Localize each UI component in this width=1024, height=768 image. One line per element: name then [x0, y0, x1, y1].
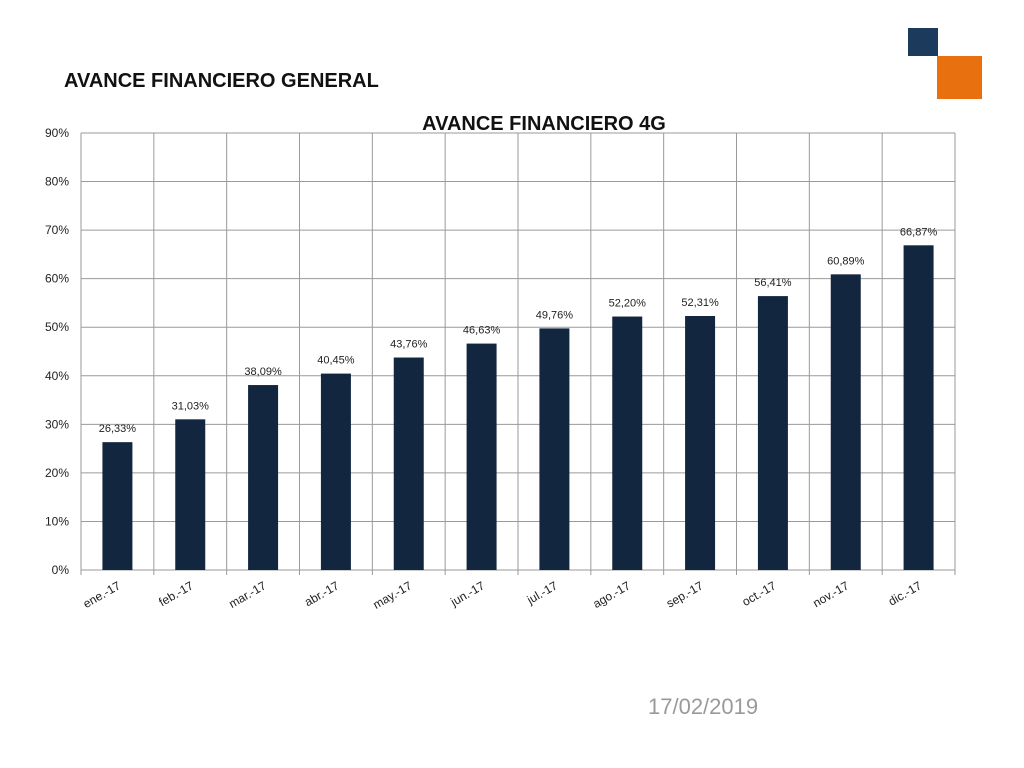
data-label: 38,09% [244, 366, 282, 378]
y-tick-label: 0% [52, 563, 70, 577]
data-label: 40,45% [317, 355, 355, 367]
x-tick-label: feb.-17 [156, 578, 196, 609]
date-stamp: 17/02/2019 [648, 694, 759, 719]
data-label: 26,33% [99, 423, 137, 435]
bar [175, 419, 206, 570]
x-tick-label: oct.-17 [740, 578, 779, 609]
x-tick-label: may.-17 [370, 578, 414, 612]
bar [830, 274, 861, 570]
bar [612, 316, 643, 570]
bar [248, 385, 279, 570]
bar [685, 316, 716, 570]
chart-title: AVANCE FINANCIERO 4G [422, 113, 666, 135]
data-label: 46,63% [463, 325, 501, 337]
bar [102, 442, 133, 570]
bar [903, 245, 934, 570]
bar [539, 328, 570, 570]
y-tick-label: 60% [45, 272, 69, 286]
y-tick-label: 30% [45, 417, 69, 431]
y-tick-label: 90% [45, 126, 69, 140]
x-tick-label: jul.-17 [524, 578, 560, 607]
x-tick-label: ago.-17 [591, 578, 634, 611]
y-tick-label: 40% [45, 369, 69, 383]
logo-square-navy [908, 28, 938, 56]
bar [466, 343, 497, 570]
data-label: 52,20% [609, 298, 647, 310]
slide-title: AVANCE FINANCIERO GENERAL [64, 70, 379, 92]
data-label: 43,76% [390, 339, 428, 351]
data-label: 66,87% [900, 226, 938, 238]
x-tick-label: ene.-17 [81, 578, 124, 611]
data-label: 49,76% [536, 309, 574, 321]
y-tick-label: 80% [45, 175, 69, 189]
y-tick-label: 70% [45, 223, 69, 237]
x-tick-label: jun.-17 [447, 578, 487, 609]
bar [757, 296, 788, 570]
x-tick-label: sep.-17 [664, 578, 706, 610]
data-label: 56,41% [754, 277, 792, 289]
data-label: 60,89% [827, 255, 865, 267]
x-tick-label: nov.-17 [810, 578, 851, 610]
bar-chart: AVANCE FINANCIERO 4G 0% 10% 20% 30% 40% 50% 60%… [45, 113, 956, 612]
bar [320, 373, 351, 570]
x-tick-label: abr.-17 [302, 578, 342, 609]
logo-square-orange [937, 56, 982, 99]
x-tick-label: mar.-17 [226, 578, 269, 611]
bar [393, 357, 424, 570]
y-tick-label: 50% [45, 320, 69, 334]
data-label: 31,03% [172, 400, 210, 412]
data-label: 52,31% [681, 297, 719, 309]
y-tick-label: 20% [45, 466, 69, 480]
y-tick-label: 10% [45, 514, 69, 528]
x-tick-label: dic.-17 [886, 578, 924, 608]
